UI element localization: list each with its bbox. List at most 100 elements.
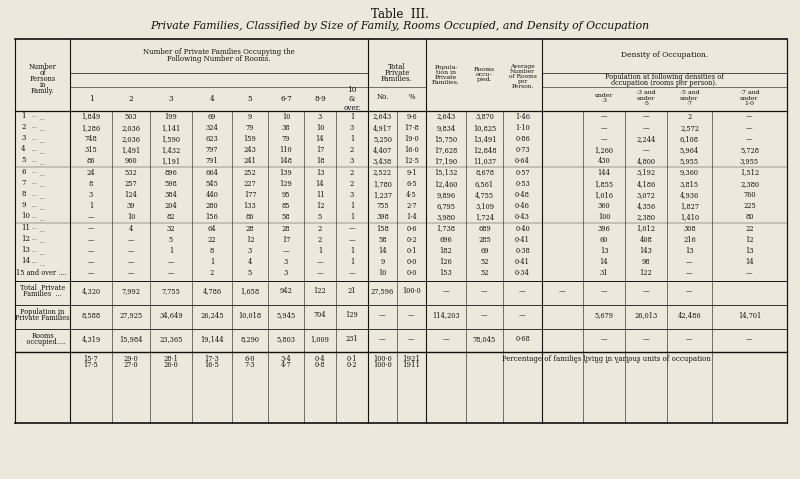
Text: 2: 2 <box>318 236 322 244</box>
Text: —: — <box>168 258 174 266</box>
Text: 153: 153 <box>440 269 452 277</box>
Text: —: — <box>686 269 693 277</box>
Text: 2,572: 2,572 <box>680 124 699 132</box>
Text: —: — <box>408 311 415 319</box>
Text: ...: ... <box>31 248 37 252</box>
Text: 3: 3 <box>318 113 322 121</box>
Text: 2: 2 <box>687 113 692 121</box>
Text: 32: 32 <box>166 225 175 233</box>
Text: 17,190: 17,190 <box>434 158 458 165</box>
Text: of: of <box>39 69 46 77</box>
Text: 0·41: 0·41 <box>515 236 530 244</box>
Text: —: — <box>686 287 693 295</box>
Text: —: — <box>601 335 607 343</box>
Text: 0·4: 0·4 <box>314 355 326 363</box>
Text: 942: 942 <box>279 287 293 295</box>
Text: 5,803: 5,803 <box>277 335 295 343</box>
Text: ...: ... <box>39 116 45 121</box>
Text: 8: 8 <box>210 247 214 255</box>
Text: 159: 159 <box>244 135 256 143</box>
Text: 4,786: 4,786 <box>202 287 222 295</box>
Text: 144: 144 <box>598 169 610 177</box>
Text: 8,678: 8,678 <box>475 169 494 177</box>
Text: 26,013: 26,013 <box>634 311 658 319</box>
Text: —: — <box>317 258 323 266</box>
Text: 4: 4 <box>248 258 252 266</box>
Text: —: — <box>88 236 94 244</box>
Text: 10,825: 10,825 <box>473 124 496 132</box>
Text: 10
&
over.: 10 & over. <box>343 86 361 112</box>
Text: 3,192: 3,192 <box>637 169 655 177</box>
Text: 2,643: 2,643 <box>373 113 392 121</box>
Text: 3·4: 3·4 <box>281 355 291 363</box>
Text: 60: 60 <box>600 236 608 244</box>
Text: Population in: Population in <box>20 308 65 316</box>
Text: 143: 143 <box>639 247 653 255</box>
Text: —: — <box>349 225 355 233</box>
Text: 13: 13 <box>686 247 694 255</box>
Text: 42,486: 42,486 <box>678 311 702 319</box>
Text: 52: 52 <box>480 269 489 277</box>
Text: —: — <box>379 335 386 343</box>
Text: 10: 10 <box>282 113 290 121</box>
Text: ...: ... <box>39 240 45 244</box>
Text: 124: 124 <box>125 191 138 199</box>
Text: 2: 2 <box>129 95 134 103</box>
Text: 80: 80 <box>746 214 754 221</box>
Text: ...: ... <box>39 183 45 188</box>
Text: 12: 12 <box>246 236 254 244</box>
Text: 14: 14 <box>316 135 324 143</box>
Text: %: % <box>408 93 415 101</box>
Text: —: — <box>128 247 134 255</box>
Text: 1: 1 <box>210 258 214 266</box>
Text: ...: ... <box>39 150 45 155</box>
Text: 3: 3 <box>169 95 174 103</box>
Text: 52: 52 <box>480 258 489 266</box>
Text: Number of Private Families Occupying the: Number of Private Families Occupying the <box>143 48 295 56</box>
Text: 18: 18 <box>316 158 324 165</box>
Text: 204: 204 <box>165 202 178 210</box>
Text: 158: 158 <box>376 225 389 233</box>
Text: 2,036: 2,036 <box>122 135 141 143</box>
Text: ...: ... <box>31 158 37 163</box>
Text: occupied....: occupied.... <box>20 338 65 346</box>
Text: Person.: Person. <box>511 83 534 89</box>
Text: 3,955: 3,955 <box>740 158 759 165</box>
Text: 10,018: 10,018 <box>238 311 262 319</box>
Text: 8-9: 8-9 <box>314 95 326 103</box>
Text: 3: 3 <box>350 124 354 132</box>
Text: 29·0: 29·0 <box>124 355 138 363</box>
Text: 17: 17 <box>282 236 290 244</box>
Text: —: — <box>128 269 134 277</box>
Text: 1,410: 1,410 <box>680 214 699 221</box>
Text: ...: ... <box>31 180 37 185</box>
Text: 122: 122 <box>640 269 652 277</box>
Text: 27,596: 27,596 <box>371 287 394 295</box>
Text: 9·1: 9·1 <box>406 169 417 177</box>
Text: 8: 8 <box>89 180 93 188</box>
Text: 755: 755 <box>376 202 389 210</box>
Text: ·5 and
under
·7: ·5 and under ·7 <box>680 90 699 106</box>
Text: Rooms: Rooms <box>31 332 54 340</box>
Text: —: — <box>601 113 607 121</box>
Text: 7·3: 7·3 <box>245 361 255 369</box>
Text: 2,244: 2,244 <box>636 135 656 143</box>
Text: 4·5: 4·5 <box>406 191 417 199</box>
Text: 156: 156 <box>206 214 218 221</box>
Text: Family.: Family. <box>30 87 54 95</box>
Text: ...: ... <box>31 259 37 264</box>
Text: 129: 129 <box>280 180 292 188</box>
Text: 129: 129 <box>346 311 358 319</box>
Text: ...: ... <box>31 124 37 129</box>
Text: 1,855: 1,855 <box>594 180 614 188</box>
Text: 0·41: 0·41 <box>515 258 530 266</box>
Text: 3,109: 3,109 <box>475 202 494 210</box>
Text: Private Families, Classified by Size of Family, Rooms Occupied, and Density of O: Private Families, Classified by Size of … <box>150 21 650 31</box>
Text: 9,360: 9,360 <box>680 169 699 177</box>
Text: 15·7: 15·7 <box>84 355 98 363</box>
Text: 9,896: 9,896 <box>437 191 455 199</box>
Text: 308: 308 <box>683 225 696 233</box>
Text: 16·5: 16·5 <box>205 361 219 369</box>
Text: 3: 3 <box>21 134 26 142</box>
Text: 1911: 1911 <box>402 361 421 369</box>
